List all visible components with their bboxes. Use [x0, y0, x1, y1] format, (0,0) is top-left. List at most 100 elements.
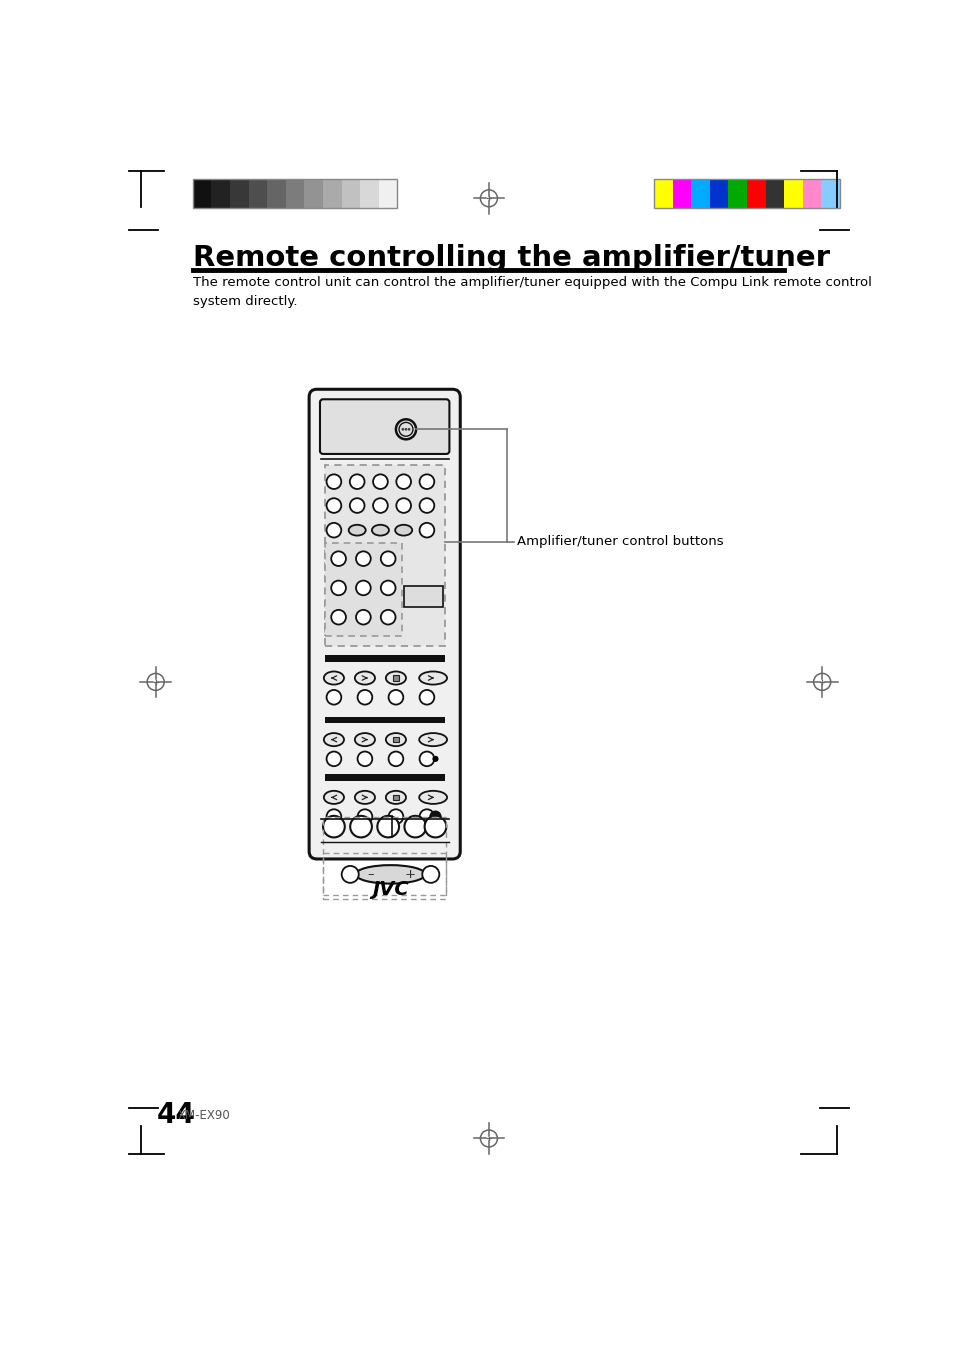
Circle shape	[350, 474, 364, 489]
FancyBboxPatch shape	[309, 389, 459, 859]
Bar	[393, 736, 398, 742]
Circle shape	[326, 499, 341, 513]
Circle shape	[326, 751, 341, 766]
Bar	[378, 180, 397, 208]
Bar	[324, 543, 402, 636]
Ellipse shape	[385, 790, 406, 804]
Bar	[324, 465, 444, 646]
Circle shape	[419, 751, 434, 766]
Bar	[212, 180, 230, 208]
Circle shape	[355, 551, 371, 566]
Circle shape	[373, 474, 387, 489]
Bar	[249, 180, 267, 208]
Circle shape	[380, 551, 395, 566]
Circle shape	[350, 499, 364, 513]
Ellipse shape	[385, 734, 406, 746]
Circle shape	[430, 811, 440, 821]
Circle shape	[407, 428, 410, 431]
Circle shape	[357, 751, 372, 766]
Circle shape	[424, 816, 446, 838]
Bar	[324, 655, 444, 662]
Circle shape	[323, 816, 344, 838]
Circle shape	[401, 428, 404, 431]
Circle shape	[331, 581, 346, 596]
Circle shape	[326, 523, 341, 538]
Circle shape	[388, 690, 403, 705]
Circle shape	[388, 809, 403, 824]
Circle shape	[419, 474, 434, 489]
Text: XM-EX90: XM-EX90	[178, 1109, 231, 1121]
Ellipse shape	[323, 790, 344, 804]
Ellipse shape	[385, 671, 406, 685]
Bar	[691, 180, 709, 208]
Circle shape	[419, 690, 434, 705]
Circle shape	[419, 809, 434, 824]
Ellipse shape	[348, 524, 365, 535]
Text: The remote control unit can control the amplifier/tuner equipped with the Compu : The remote control unit can control the …	[193, 276, 871, 308]
Circle shape	[355, 581, 371, 596]
Circle shape	[326, 809, 341, 824]
Circle shape	[357, 690, 372, 705]
Bar	[709, 180, 728, 208]
Bar	[286, 180, 304, 208]
Bar	[783, 180, 802, 208]
Text: 44: 44	[156, 1101, 195, 1129]
Ellipse shape	[355, 790, 375, 804]
Bar	[324, 774, 444, 781]
Bar	[304, 180, 323, 208]
Bar	[802, 180, 821, 208]
Bar	[193, 180, 212, 208]
Bar	[324, 465, 444, 646]
Text: JVC: JVC	[372, 881, 409, 900]
Bar	[821, 180, 840, 208]
Ellipse shape	[418, 734, 447, 746]
Bar	[267, 180, 286, 208]
Circle shape	[388, 751, 403, 766]
Circle shape	[350, 816, 372, 838]
Ellipse shape	[418, 671, 447, 685]
Circle shape	[404, 428, 407, 431]
Ellipse shape	[372, 524, 389, 535]
Bar	[393, 794, 398, 800]
Circle shape	[431, 812, 439, 821]
Circle shape	[419, 523, 434, 538]
Circle shape	[355, 609, 371, 624]
Ellipse shape	[355, 671, 375, 685]
Bar	[746, 180, 765, 208]
Circle shape	[398, 423, 413, 436]
Ellipse shape	[355, 734, 375, 746]
Text: Amplifier/tuner control buttons: Amplifier/tuner control buttons	[517, 535, 722, 549]
Circle shape	[380, 581, 395, 596]
Ellipse shape	[395, 524, 412, 535]
Circle shape	[404, 816, 426, 838]
Ellipse shape	[355, 865, 425, 884]
Bar	[672, 180, 691, 208]
Bar	[193, 180, 397, 208]
Circle shape	[395, 419, 416, 439]
Bar	[765, 180, 783, 208]
Circle shape	[331, 609, 346, 624]
Bar	[324, 716, 444, 723]
Circle shape	[395, 499, 411, 513]
Bar	[323, 180, 341, 208]
Circle shape	[395, 474, 411, 489]
Bar	[728, 180, 746, 208]
Text: –: –	[368, 867, 374, 881]
Ellipse shape	[323, 734, 344, 746]
Bar	[230, 180, 249, 208]
Circle shape	[377, 816, 398, 838]
Circle shape	[331, 551, 346, 566]
Circle shape	[432, 755, 438, 762]
Circle shape	[380, 609, 395, 624]
Ellipse shape	[323, 671, 344, 685]
Circle shape	[422, 866, 439, 882]
Circle shape	[326, 690, 341, 705]
Circle shape	[357, 809, 372, 824]
Text: Remote controlling the amplifier/tuner: Remote controlling the amplifier/tuner	[193, 245, 829, 273]
Bar	[403, 585, 443, 607]
Circle shape	[326, 474, 341, 489]
Circle shape	[341, 866, 358, 882]
Text: +: +	[404, 867, 415, 881]
Bar	[323, 852, 446, 896]
Bar	[324, 543, 402, 636]
